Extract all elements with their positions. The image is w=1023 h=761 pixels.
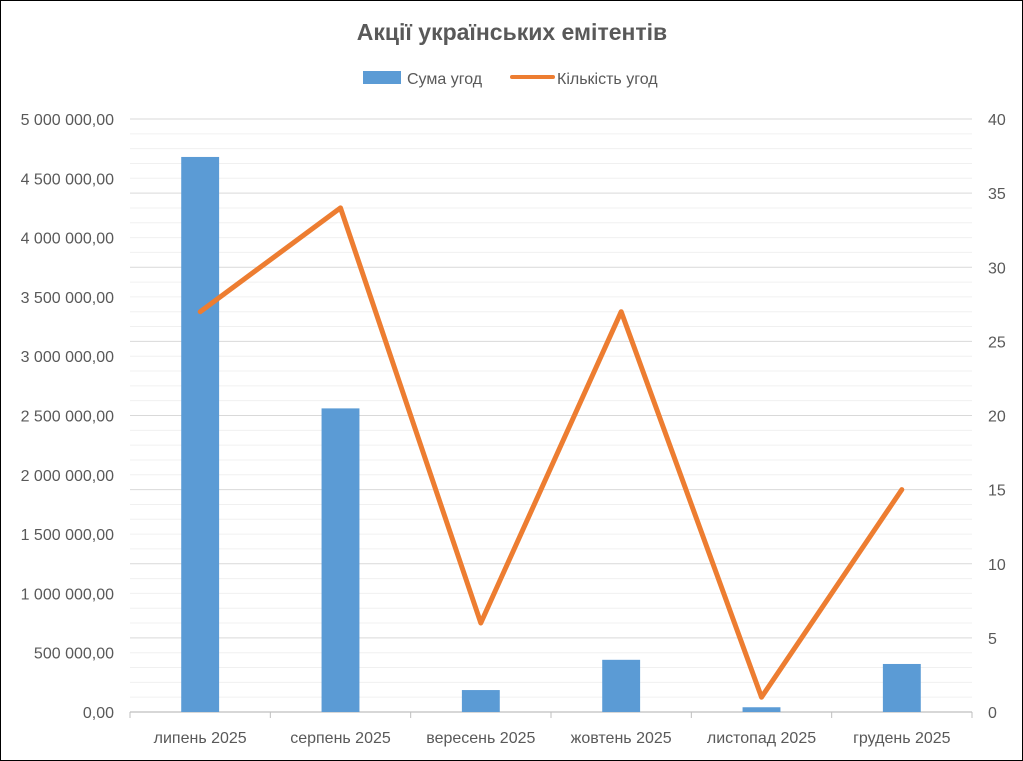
legend: Сума угод Кількість угод (363, 71, 658, 88)
x-tick-label: серпень 2025 (290, 730, 391, 747)
left-tick-label: 1 500 000,00 (21, 527, 115, 544)
bar (181, 156, 220, 712)
right-tick-label: 20 (988, 409, 1006, 426)
left-tick-label: 500 000,00 (34, 646, 114, 663)
left-tick-label: 4 500 000,00 (21, 171, 115, 188)
left-tick-label: 2 000 000,00 (21, 468, 115, 485)
left-axis-ticks: 0,00 500 000,00 1 000 000,00 1 500 000,00 2 … (21, 112, 115, 722)
line-path (197, 205, 905, 700)
right-tick-label: 40 (988, 112, 1006, 129)
left-tick-label: 2 500 000,00 (21, 409, 115, 426)
bar-series (181, 156, 921, 712)
right-tick-label: 10 (988, 557, 1006, 574)
legend-label-bar: Сума угод (407, 71, 483, 88)
x-tick-label: вересень 2025 (426, 730, 535, 747)
right-axis-ticks: 0 5 10 15 20 25 30 35 40 (988, 112, 1006, 722)
x-axis-ticks: липень 2025 серпень 2025 вересень 2025 жовт… (154, 730, 951, 747)
right-tick-label: 30 (988, 260, 1006, 277)
bar (602, 659, 641, 712)
left-tick-label: 0,00 (83, 705, 114, 722)
x-tick-label: грудень 2025 (853, 730, 951, 747)
legend-swatch-bar (363, 71, 401, 84)
left-tick-label: 1 000 000,00 (21, 586, 115, 603)
right-tick-label: 15 (988, 483, 1006, 500)
bar (461, 690, 500, 712)
right-tick-label: 35 (988, 186, 1006, 203)
x-tick-label: липень 2025 (154, 730, 247, 747)
right-tick-label: 25 (988, 334, 1006, 351)
bar (321, 408, 360, 712)
x-tick-label: листопад 2025 (707, 730, 816, 747)
left-tick-label: 3 500 000,00 (21, 290, 115, 307)
chart-title: Акції українських емітентів (357, 19, 667, 45)
right-tick-label: 0 (988, 705, 997, 722)
right-tick-label: 5 (988, 631, 997, 648)
bar (882, 663, 921, 712)
line-series (197, 205, 905, 700)
left-tick-label: 5 000 000,00 (21, 112, 115, 129)
left-tick-label: 3 000 000,00 (21, 349, 115, 366)
bar (742, 707, 781, 712)
gridlines (129, 118, 973, 718)
left-tick-label: 4 000 000,00 (21, 231, 115, 248)
legend-label-line: Кількість угод (557, 71, 658, 88)
x-tick-label: жовтень 2025 (571, 730, 672, 747)
